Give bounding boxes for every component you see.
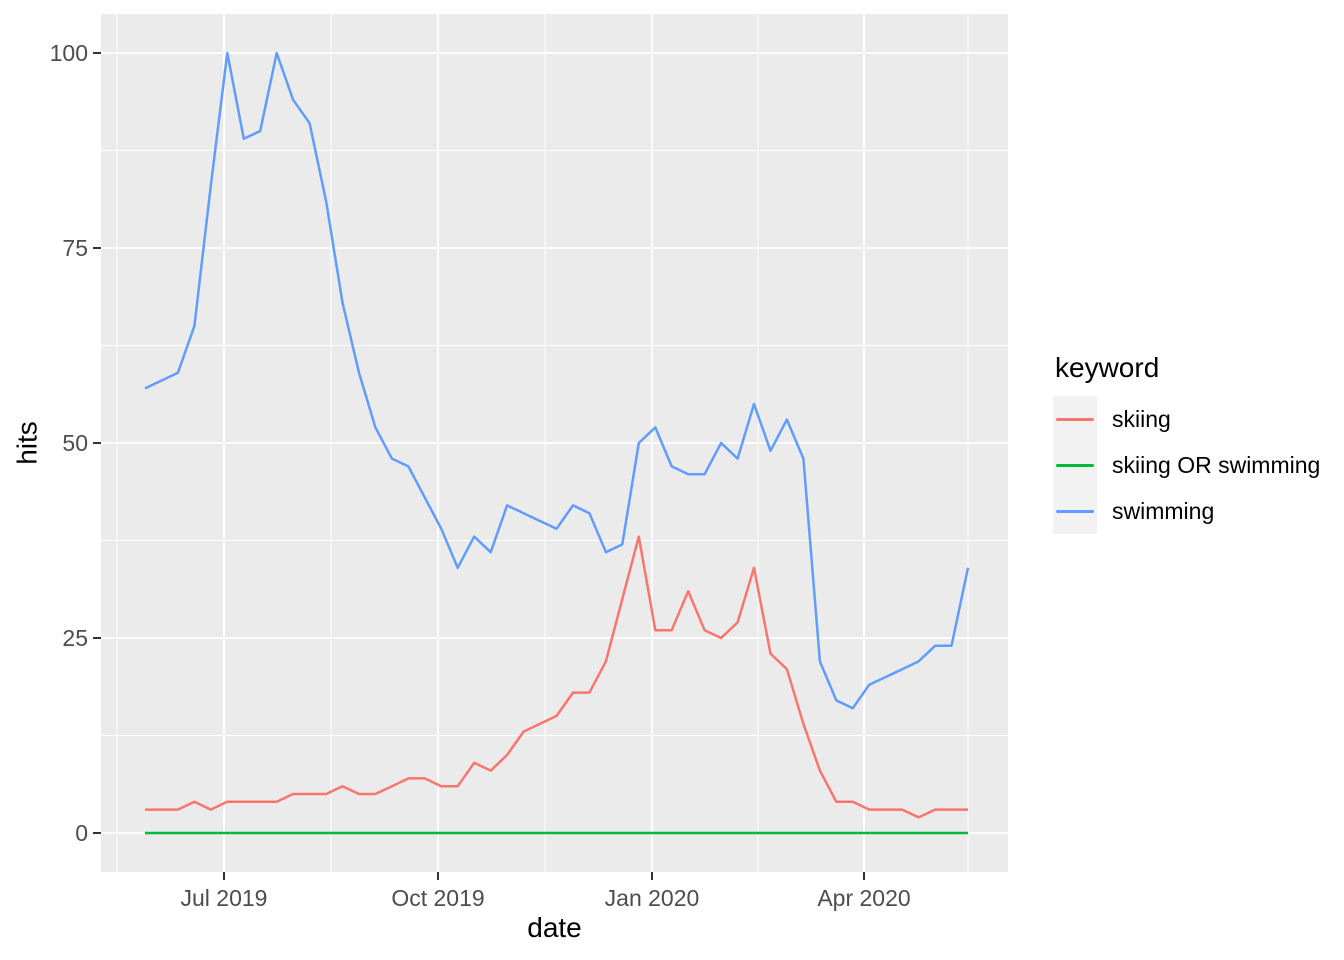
legend: keyword skiing skiing OR swimming swimmi… [1053, 351, 1320, 534]
legend-title: keyword [1055, 352, 1160, 383]
legend-item-skiing-or-swimming: skiing OR swimming [1053, 442, 1320, 488]
legend-line-icon-skiing-or-swimming [1056, 463, 1094, 467]
legend-key-swimming [1053, 488, 1097, 534]
legend-line-icon-skiing [1056, 417, 1094, 421]
y-tick-label: 100 [49, 39, 88, 66]
series-line-swimming [144, 51, 970, 710]
legend-label-skiing: skiing [1112, 405, 1171, 432]
legend-item-skiing: skiing [1053, 396, 1320, 442]
x-axis-title: date [527, 912, 582, 943]
legend-line-icon-swimming [1056, 509, 1094, 513]
y-tick-label: 50 [62, 429, 88, 456]
x-tick-label: Jul 2019 [180, 885, 268, 911]
legend-items: skiing skiing OR swimming swimming [1053, 396, 1320, 534]
series-line-skiing [145, 535, 968, 819]
legend-label-skiing-or-swimming: skiing OR swimming [1112, 451, 1321, 478]
legend-key-skiing [1053, 396, 1097, 442]
y-tick-label: 75 [62, 234, 88, 261]
y-tick-label: 25 [62, 624, 88, 651]
x-tick-label: Jan 2020 [604, 885, 700, 911]
legend-item-swimming: swimming [1053, 488, 1320, 534]
legend-key-skiing-or-swimming [1053, 442, 1097, 488]
x-tick-label: Oct 2019 [391, 885, 485, 911]
x-tick-label: Apr 2020 [817, 885, 911, 911]
y-axis-title: hits [11, 421, 43, 465]
legend-label-swimming: swimming [1112, 497, 1215, 524]
y-tick-label: 0 [75, 819, 88, 846]
